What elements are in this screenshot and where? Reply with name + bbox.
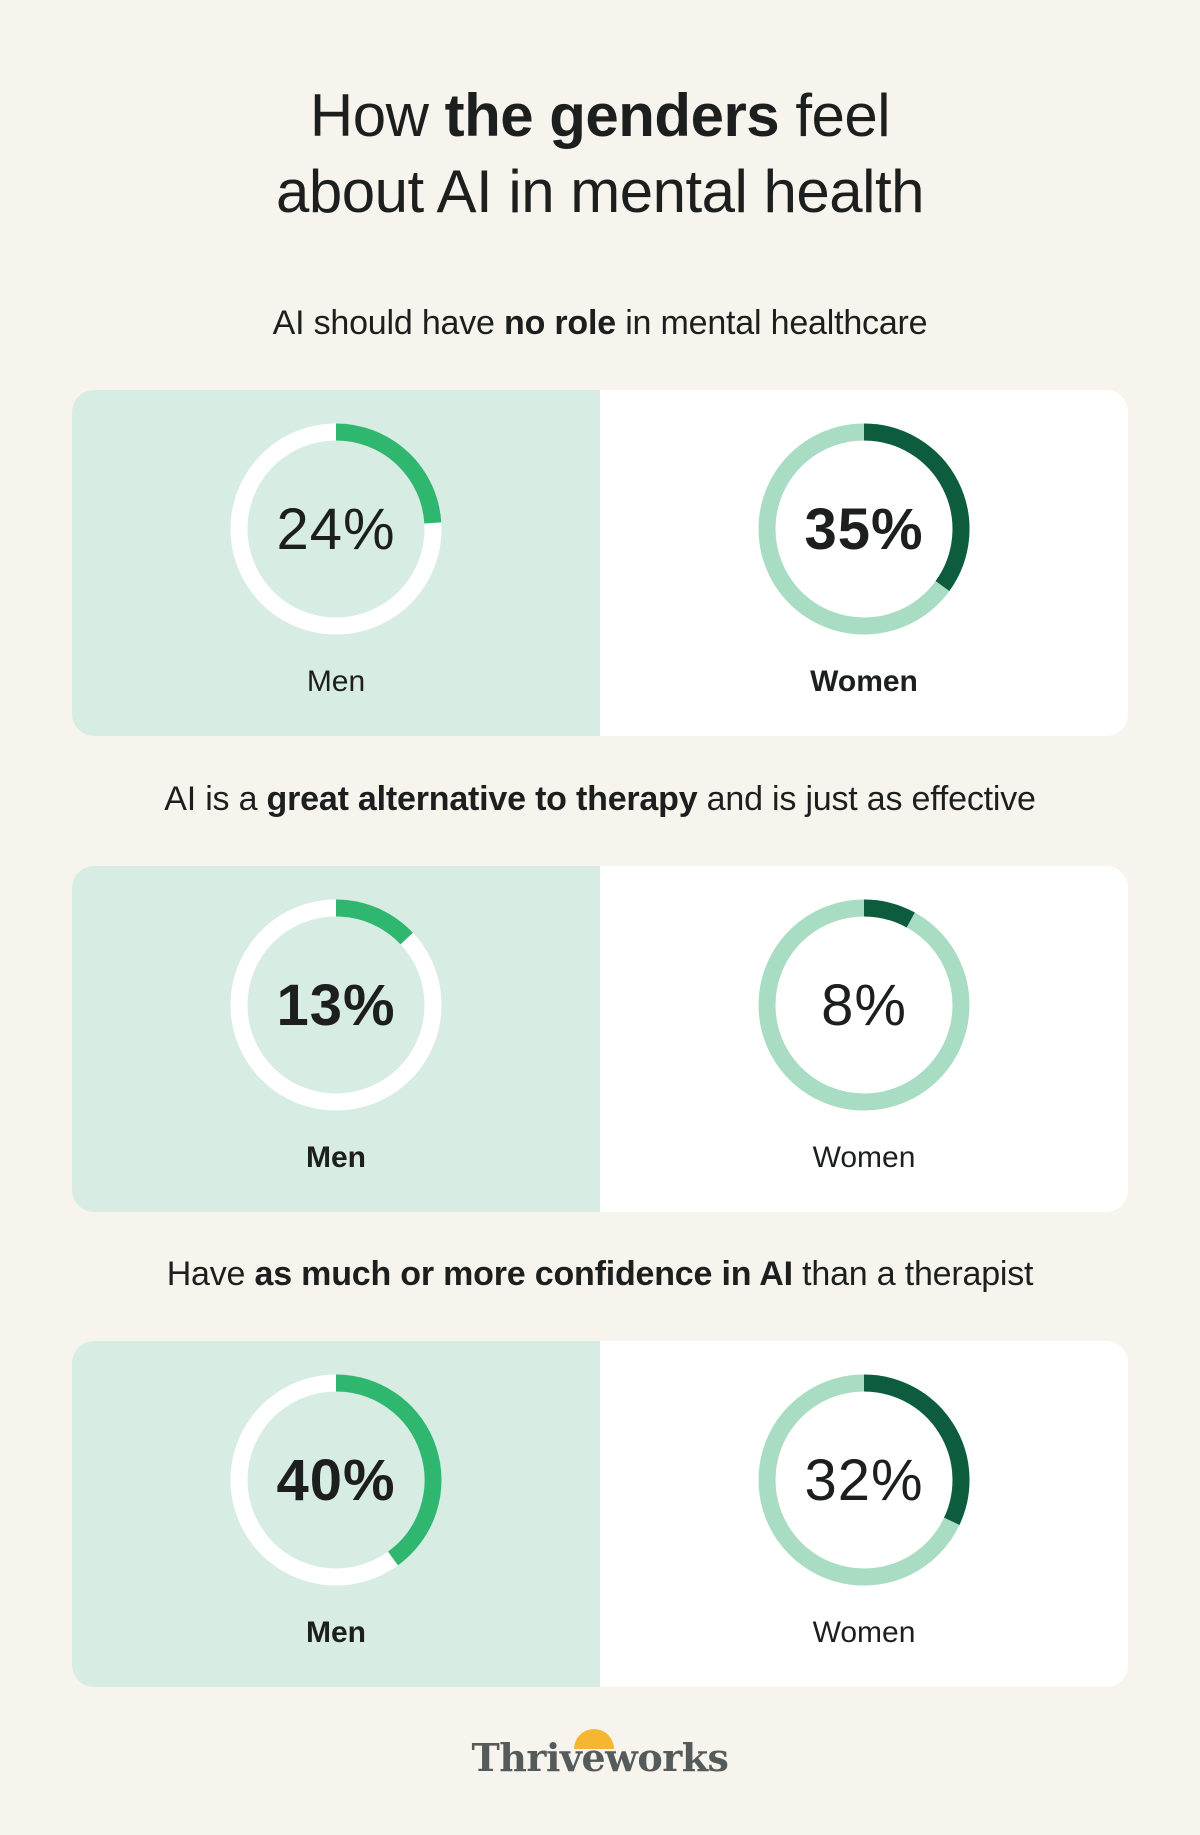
comparison-panel-2: 13% Men 8% Women	[72, 866, 1128, 1212]
title-line-2: about AI in mental health	[276, 158, 924, 225]
men-label: Men	[306, 1616, 366, 1649]
question-text: than a therapist	[792, 1255, 1034, 1293]
men-donut-chart	[230, 423, 442, 635]
women-half: 8% Women	[600, 866, 1128, 1212]
question-text: AI is a	[164, 780, 267, 818]
question-emphasis: no role	[504, 304, 616, 342]
title-line-1: How the genders feel	[0, 78, 1200, 154]
women-donut-chart	[758, 1374, 970, 1586]
comparison-panel-1: 24% Men 35% Women	[72, 390, 1128, 736]
men-donut-chart	[230, 899, 442, 1111]
men-donut-chart	[230, 1374, 442, 1586]
women-percentage: 8%	[821, 972, 907, 1038]
women-donut-chart	[758, 423, 970, 635]
title-emphasis: the genders	[444, 82, 780, 149]
women-donut-chart	[758, 899, 970, 1111]
page-title: How the genders feel about AI in mental …	[0, 78, 1200, 230]
women-percentage: 35%	[804, 496, 924, 562]
women-label: Women	[812, 1616, 916, 1649]
question-2: AI is a great alternative to therapy and…	[0, 777, 1200, 821]
title-part: feel	[779, 82, 891, 149]
women-donut-value-arc	[863, 423, 970, 592]
question-emphasis: great alternative to therapy	[266, 780, 698, 818]
question-text: Have	[166, 1255, 255, 1293]
question-text: AI should have	[272, 304, 504, 342]
question-text: in mental healthcare	[615, 304, 928, 342]
women-label: Women	[810, 665, 918, 698]
men-donut-value-arc	[335, 1374, 442, 1566]
men-label: Men	[306, 1141, 366, 1174]
women-label: Women	[812, 1141, 916, 1174]
logo-text: Thriveworks	[471, 1735, 729, 1780]
men-percentage: 40%	[276, 1447, 396, 1513]
men-half: 40% Men	[72, 1341, 600, 1687]
women-donut-value-arc	[863, 1374, 970, 1525]
men-donut-value-arc	[335, 423, 442, 524]
men-donut-value-arc	[335, 899, 413, 945]
question-text: and is just as effective	[697, 780, 1036, 818]
thriveworks-logo: Thriveworks	[0, 1729, 1200, 1780]
men-percentage: 24%	[276, 496, 396, 562]
men-label: Men	[306, 665, 366, 698]
women-donut-value-arc	[863, 899, 915, 928]
women-half: 35% Women	[600, 390, 1128, 736]
men-half: 13% Men	[72, 866, 600, 1212]
comparison-panel-3: 40% Men 32% Women	[72, 1341, 1128, 1687]
sun-icon	[574, 1729, 614, 1749]
men-half: 24% Men	[72, 390, 600, 736]
women-percentage: 32%	[804, 1447, 924, 1513]
men-percentage: 13%	[276, 972, 396, 1038]
women-half: 32% Women	[600, 1341, 1128, 1687]
question-emphasis: as much or more confidence in AI	[254, 1255, 794, 1293]
title-part: How	[309, 82, 445, 149]
question-3: Have as much or more confidence in AI th…	[0, 1252, 1200, 1296]
question-1: AI should have no role in mental healthc…	[0, 301, 1200, 345]
